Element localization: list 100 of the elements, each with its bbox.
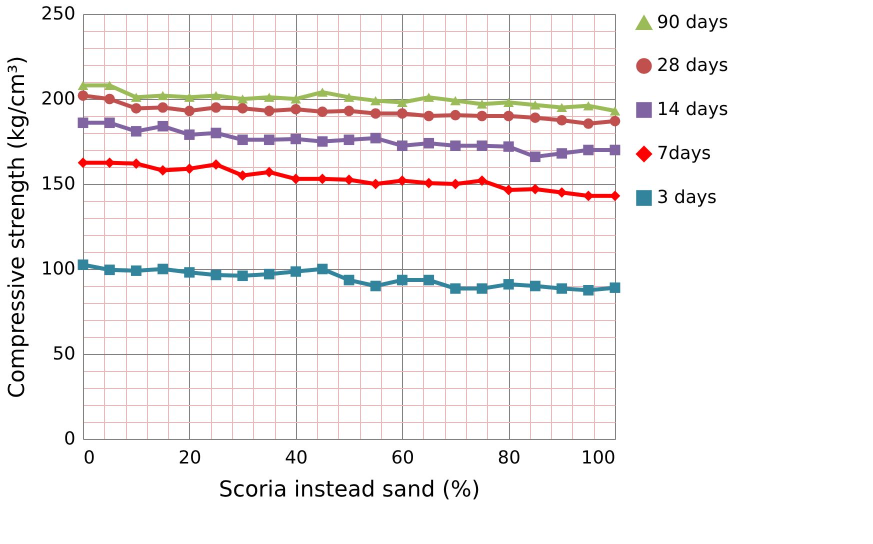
point [264, 92, 274, 102]
point [130, 265, 142, 276]
x-tick-label: 0 [84, 448, 95, 468]
legend-label: 14 days [657, 99, 728, 120]
point [476, 140, 488, 151]
point [450, 110, 461, 120]
point [158, 264, 168, 274]
legend-label: 28 days [657, 55, 728, 76]
point [210, 91, 222, 100]
point [184, 106, 195, 116]
y-tick-label: 100 [41, 258, 76, 280]
point [583, 101, 594, 110]
x-tick-label: 100 [581, 448, 616, 468]
point [610, 144, 620, 156]
point [210, 270, 222, 280]
y-tick-label: 150 [41, 174, 76, 194]
point [158, 102, 168, 113]
point [264, 106, 274, 116]
point [424, 274, 434, 286]
point [264, 134, 274, 146]
point [583, 144, 594, 156]
point [344, 134, 354, 146]
point [610, 282, 620, 293]
point [370, 132, 381, 144]
point [104, 264, 115, 276]
point [264, 166, 274, 178]
point [344, 106, 354, 116]
point [317, 106, 328, 117]
y-axis-title: Compressive strength (kg/cm³) [5, 56, 30, 398]
point [503, 279, 514, 290]
point [184, 267, 195, 278]
point [583, 118, 594, 129]
point [104, 80, 115, 90]
point [530, 152, 540, 162]
point [556, 102, 568, 112]
point [530, 100, 540, 110]
point [476, 110, 488, 122]
point [104, 94, 115, 104]
point [104, 118, 115, 128]
point [370, 178, 381, 190]
x-tick-label: 80 [498, 448, 521, 468]
point [370, 96, 381, 106]
point [130, 103, 142, 114]
x-tick-label: 40 [284, 448, 308, 468]
point [130, 126, 142, 137]
point [396, 108, 408, 119]
point [237, 103, 248, 114]
point [503, 98, 514, 107]
point [237, 94, 248, 104]
point [530, 280, 540, 292]
point [610, 116, 620, 126]
point [450, 96, 461, 106]
point [396, 274, 408, 286]
point [556, 115, 568, 126]
point [556, 148, 568, 159]
point [424, 110, 434, 122]
point [370, 108, 381, 119]
point [210, 102, 222, 113]
legend-label: 90 days [657, 12, 728, 33]
point [370, 280, 381, 292]
x-axis-title: Scoria instead sand (%) [218, 478, 480, 502]
legend-label: 3 days [657, 187, 717, 208]
point [476, 100, 488, 109]
point [290, 134, 302, 144]
point [237, 170, 248, 181]
point [78, 260, 88, 270]
point [530, 112, 540, 123]
point [450, 140, 461, 151]
point [237, 270, 248, 282]
point [344, 92, 354, 102]
x-tick-label: 20 [178, 448, 202, 468]
y-tick-label: 50 [52, 344, 76, 364]
y-tick-label: 250 [41, 4, 76, 24]
x-tick-label: 60 [391, 448, 414, 468]
point [344, 274, 354, 286]
point [317, 264, 328, 274]
point [503, 110, 514, 122]
point [503, 184, 514, 196]
point [610, 106, 620, 116]
point [290, 266, 302, 277]
point [396, 140, 408, 151]
point [158, 120, 168, 132]
point [424, 138, 434, 148]
point [317, 88, 328, 97]
point [317, 136, 328, 147]
point [556, 283, 568, 294]
y-tick-label: 200 [41, 88, 76, 110]
point [424, 92, 434, 102]
point [503, 141, 514, 152]
legend-label: 7days [657, 143, 711, 164]
point [237, 134, 248, 146]
point [396, 175, 408, 186]
point [184, 92, 195, 102]
y-tick-label: 0 [64, 428, 76, 450]
point [184, 129, 195, 140]
point [396, 98, 408, 107]
point [583, 285, 594, 296]
point [210, 128, 222, 138]
point [264, 268, 274, 280]
point [450, 283, 461, 294]
